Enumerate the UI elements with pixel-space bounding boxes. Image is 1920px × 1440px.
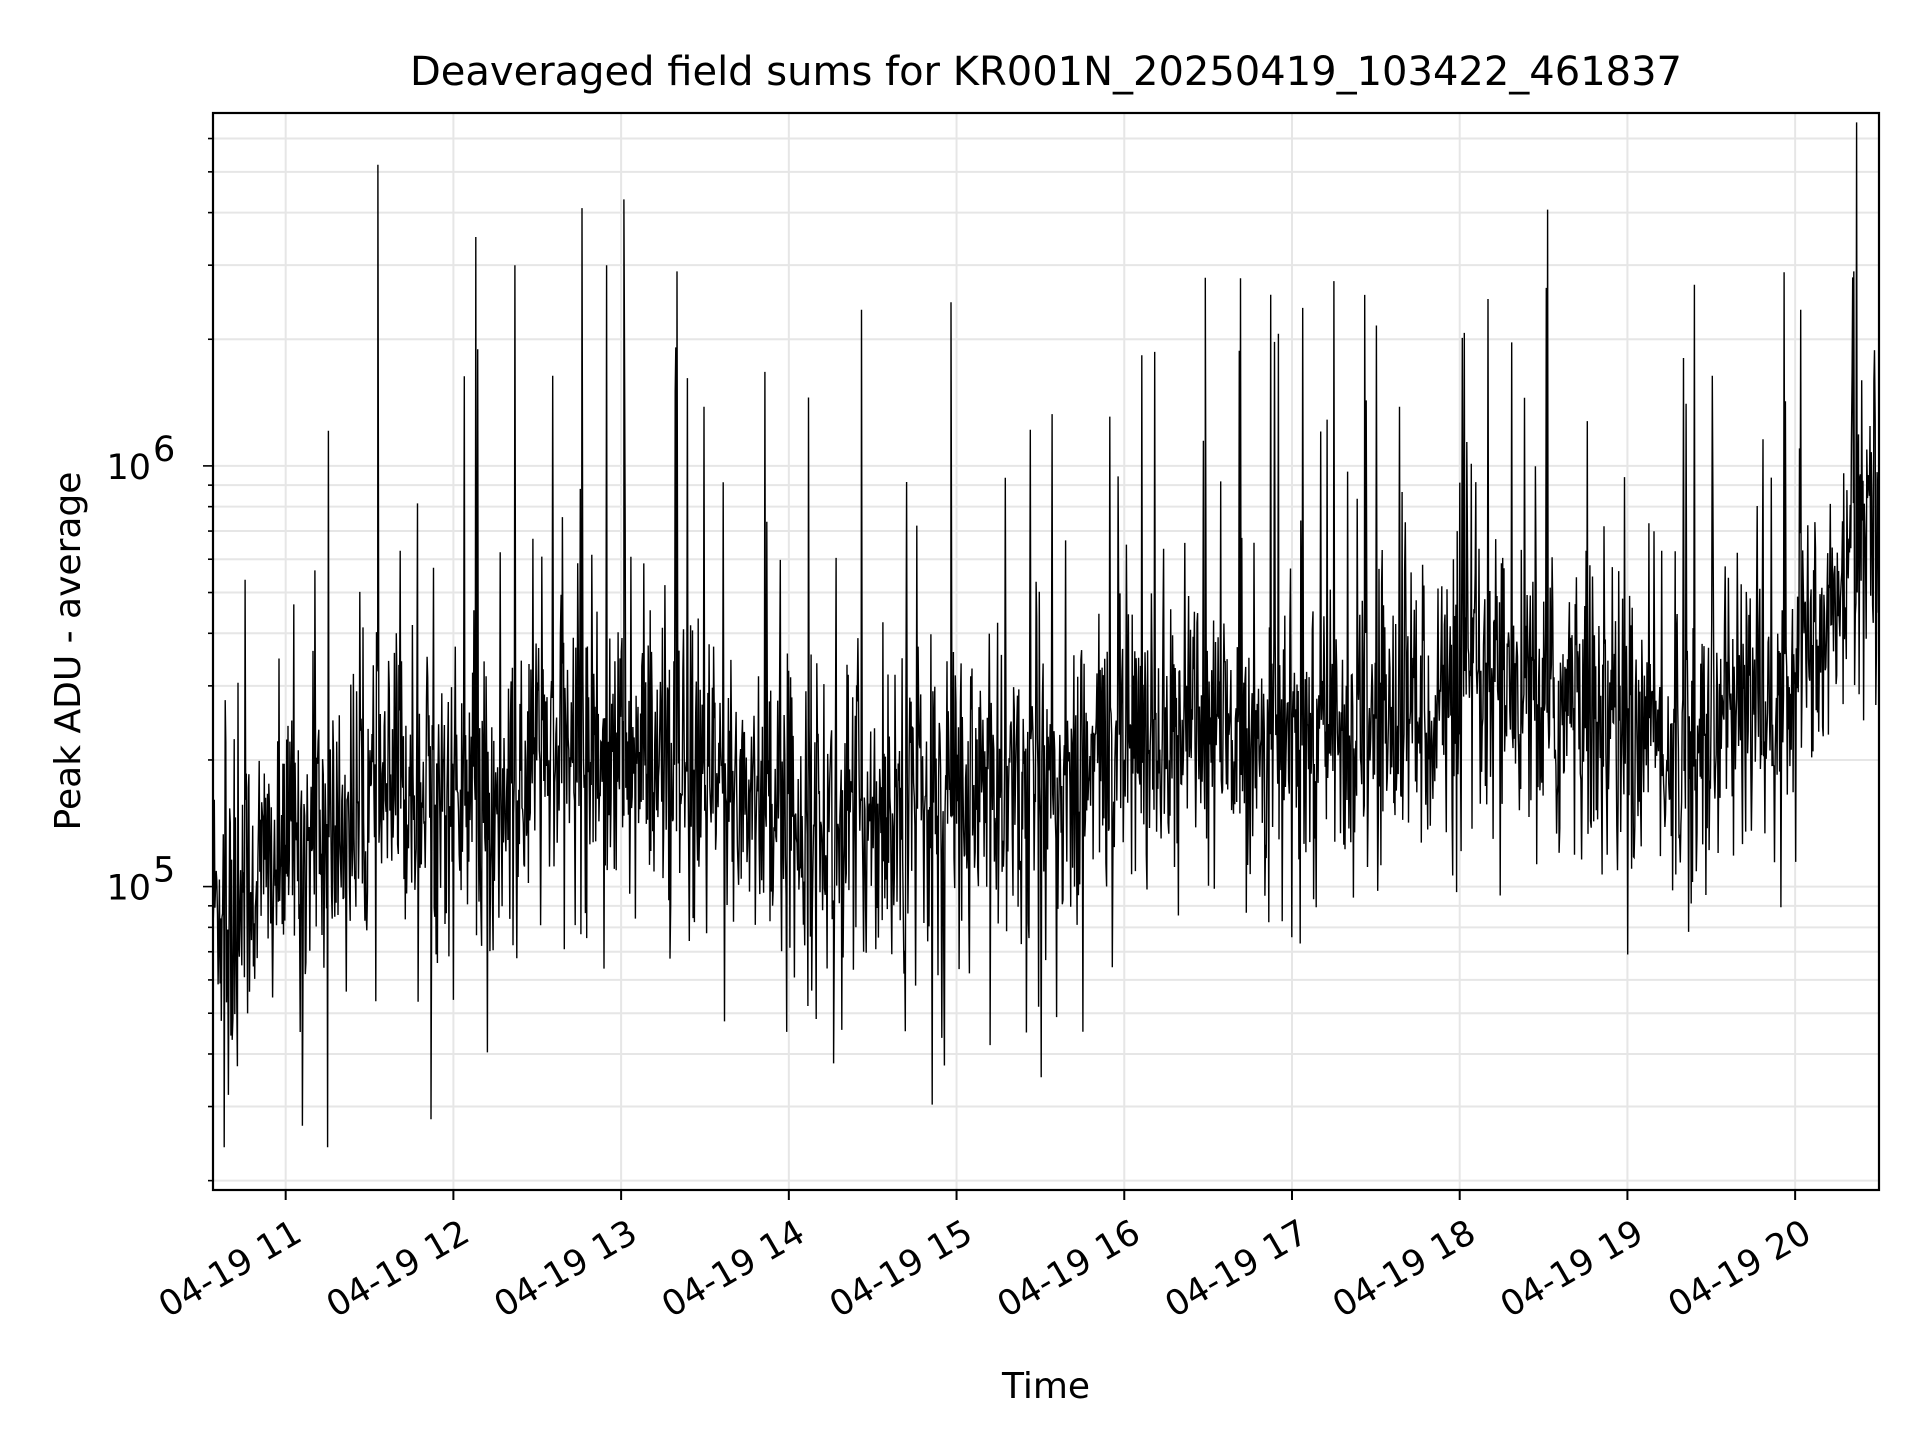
y-tick-label-exponent: 5	[153, 851, 175, 891]
data-series	[212, 122, 1880, 1148]
plot-frame	[211, 111, 1881, 1192]
y-tick-label: 10	[106, 869, 151, 909]
y-tick-label: 10	[106, 448, 151, 488]
y-axis-label: Peak ADU - average	[48, 472, 89, 831]
series-line-peak-adu	[212, 122, 1880, 1148]
y-tick-label-exponent: 6	[153, 430, 175, 470]
x-axis-label: Time	[1001, 1366, 1090, 1407]
chart-title: Deaveraged field sums for KR001N_2025041…	[410, 49, 1682, 95]
